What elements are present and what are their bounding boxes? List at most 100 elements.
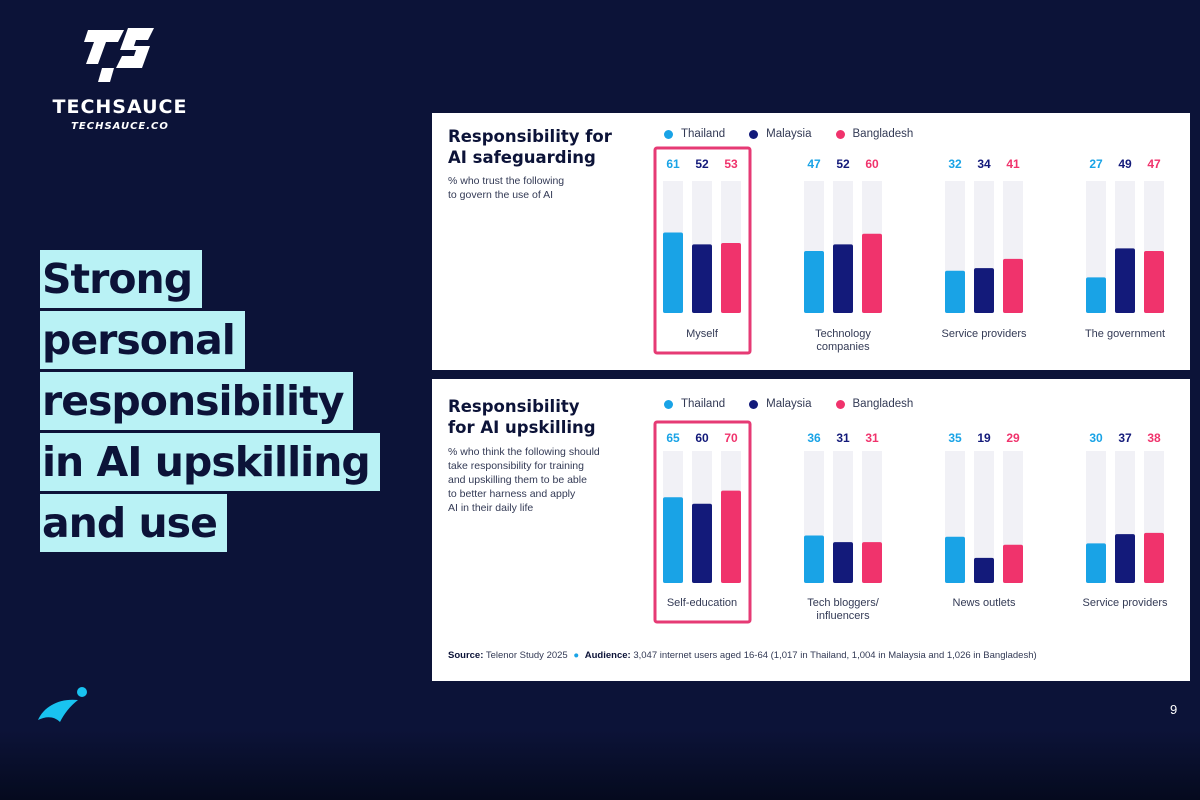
legend-label: Malaysia: [766, 128, 812, 140]
category-label: Myself: [686, 328, 719, 340]
category-label-line: influencers: [816, 610, 870, 622]
category-label-line: Service providers: [1083, 597, 1168, 609]
bar: [1144, 532, 1164, 583]
data-label: 37: [1118, 431, 1132, 445]
data-label: 70: [724, 431, 738, 445]
bar: [945, 536, 965, 583]
bar: [721, 490, 741, 583]
headline: Strong personal responsibility in AI ups…: [40, 250, 420, 555]
bar: [1086, 277, 1106, 313]
legend-dot: [664, 399, 673, 409]
source-text: Telenor Study 2025: [485, 650, 568, 661]
headline-text: Strong: [40, 250, 203, 308]
data-label: 65: [666, 431, 680, 445]
category-label: Tech bloggers/influencers: [807, 597, 879, 622]
category-label-line: Technology: [815, 328, 871, 340]
category-label: The government: [1085, 328, 1165, 340]
legend-item-bangladesh: Bangladesh: [835, 398, 914, 410]
audience-text: 3,047 internet users aged 16-64 (1,017 i…: [633, 650, 1037, 661]
ai-upskilling-bar-chart: 65 60 70 Self-education 36 31 31 Tech bloggers/…: [653, 420, 1168, 624]
headline-line: personal: [40, 311, 420, 372]
highlight-box: [653, 420, 752, 624]
bar: [862, 542, 882, 583]
bar: [1086, 543, 1106, 583]
bar: [833, 244, 853, 313]
category-label-line: Service providers: [942, 328, 1027, 340]
bar: [804, 535, 824, 583]
audience-label: Audience:: [584, 650, 631, 661]
bar: [862, 233, 882, 313]
category-label-line: The government: [1085, 328, 1165, 340]
category-label-line: Myself: [686, 328, 719, 340]
techsauce-logo-icon: [84, 28, 154, 82]
bar: [974, 557, 994, 583]
ai-safeguarding-chart-panel: Responsibility for AI safeguarding % who…: [432, 113, 1190, 370]
telenor-logo-icon: [38, 687, 87, 722]
headline-text: in AI upskilling: [40, 433, 380, 491]
bar: [721, 243, 741, 313]
chart-source-note: Source: Telenor Study 2025 ● Audience: 3…: [448, 650, 1037, 661]
brand-name: TECHSAUCE: [52, 96, 188, 118]
legend-item-bangladesh: Bangladesh: [835, 128, 914, 140]
highlight-box: [653, 146, 752, 355]
bar: [692, 244, 712, 313]
data-label: 52: [695, 157, 709, 171]
headline-text: responsibility: [40, 372, 354, 430]
data-label: 53: [724, 157, 738, 171]
data-label: 27: [1089, 157, 1103, 171]
data-label: 47: [1147, 157, 1161, 171]
data-label: 49: [1118, 157, 1132, 171]
data-label: 31: [836, 431, 850, 445]
chart-subtitle: % who trust the following to govern the …: [448, 175, 565, 201]
category-label: Service providers: [942, 328, 1027, 340]
source-label: Source:: [448, 650, 484, 661]
bar: [1144, 250, 1164, 313]
category-label: Technology companies: [815, 328, 871, 353]
headline-line: in AI upskilling: [40, 433, 420, 494]
legend-item-malaysia: Malaysia: [749, 128, 812, 140]
legend-dot: [749, 399, 759, 409]
bottom-shade: [0, 730, 1200, 800]
category-label: Self-education: [667, 597, 737, 609]
data-label: 41: [1006, 157, 1020, 171]
category-label-line: Self-education: [667, 597, 737, 609]
legend-label: Malaysia: [766, 398, 812, 410]
data-label: 32: [948, 157, 962, 171]
bar: [663, 497, 683, 583]
brand-url: TECHSAUCE.CO: [71, 121, 169, 132]
data-label: 38: [1147, 431, 1161, 445]
chart-legend: Thailand Malaysia Bangladesh: [664, 128, 913, 140]
data-label: 34: [977, 157, 991, 171]
legend-label: Bangladesh: [852, 398, 914, 410]
chart-title: Responsibility for AI safeguarding: [448, 127, 612, 167]
data-label: 61: [666, 157, 680, 171]
bar: [663, 232, 683, 313]
category-label: News outlets: [953, 597, 1016, 609]
bar: [692, 503, 712, 583]
legend-dot: [749, 129, 759, 139]
headline-text: and use: [40, 494, 227, 552]
bar: [804, 250, 824, 313]
separator-dot-icon: ●: [573, 650, 580, 661]
legend-dot: [664, 129, 673, 139]
bar: [1115, 248, 1135, 313]
data-label: 30: [1089, 431, 1103, 445]
category-label-line: News outlets: [953, 597, 1016, 609]
data-label: 29: [1006, 431, 1020, 445]
chart-subtitle: % who think the following should take re…: [448, 446, 600, 514]
bar-track: [974, 451, 994, 583]
data-label: 47: [807, 157, 821, 171]
headline-line: Strong: [40, 250, 420, 311]
bar: [1003, 258, 1023, 313]
techsauce-logo: TECHSAUCE TECHSAUCE.CO: [40, 24, 200, 132]
chart-legend: Thailand Malaysia Bangladesh: [664, 398, 913, 410]
legend-label: Bangladesh: [852, 128, 914, 140]
bar: [1003, 544, 1023, 583]
data-label: 60: [865, 157, 879, 171]
bar: [974, 268, 994, 313]
category-label-line: Tech bloggers/: [807, 597, 879, 609]
headline-line: responsibility: [40, 372, 420, 433]
data-label: 52: [836, 157, 850, 171]
data-label: 19: [977, 431, 991, 445]
headline-text: personal: [40, 311, 245, 369]
